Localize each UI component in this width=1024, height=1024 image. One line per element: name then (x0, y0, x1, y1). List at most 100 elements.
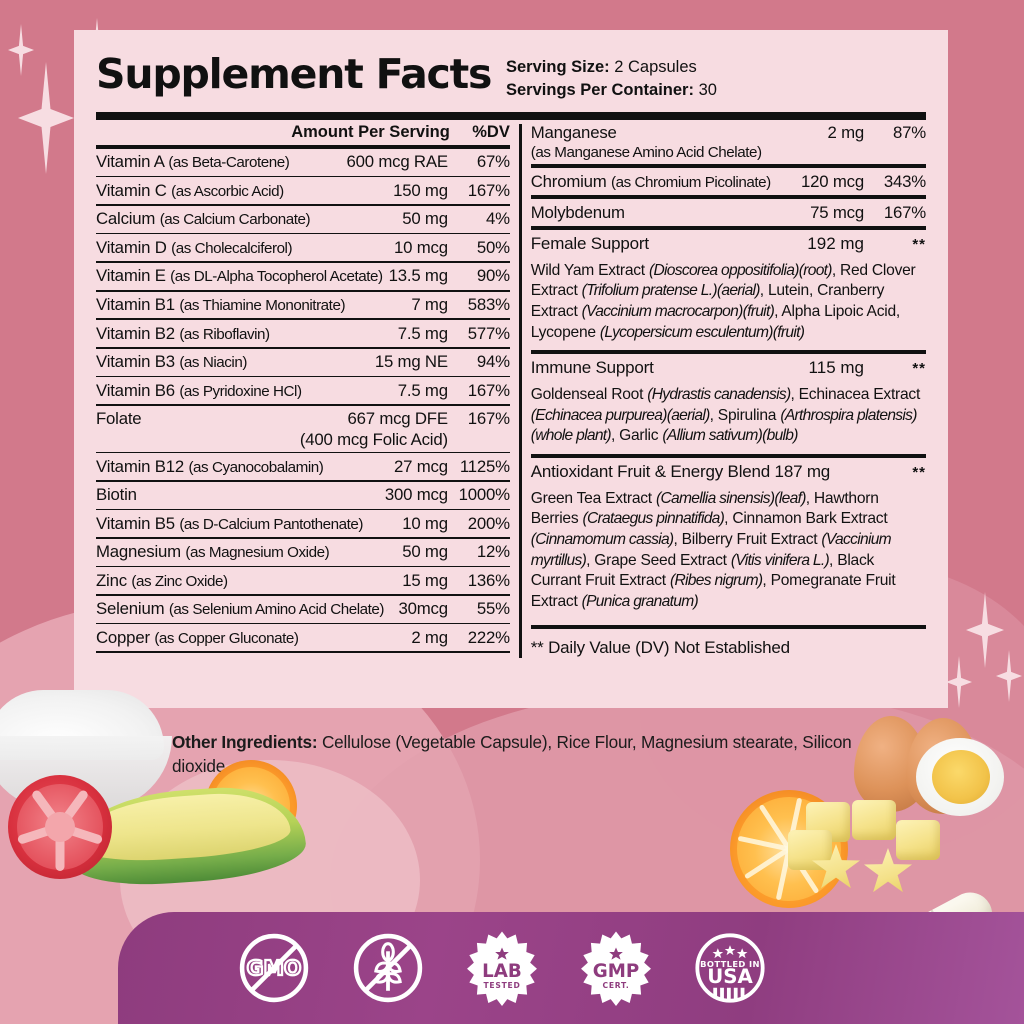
orange-vein (744, 846, 791, 880)
nutrient-amount: 600 mcg RAE (346, 152, 449, 172)
page-title: Supplement Facts (96, 50, 492, 98)
svg-text:GMO: GMO (247, 956, 302, 980)
nutrient-row: Magnesium (as Magnesium Oxide) 50 mg 12% (96, 539, 510, 566)
orange-vein (786, 847, 820, 894)
cheese-cubes-image (788, 800, 948, 896)
avocado-flesh (78, 788, 292, 866)
nutrient-dv: 136% (467, 570, 510, 590)
row-divider (96, 537, 510, 539)
nutrient-row: Vitamin D (as Cholecalciferol) 10 mcg 50% (96, 234, 510, 261)
cheese-cube (788, 830, 832, 870)
blend-ingredients: Green Tea Extract (Camellia sinensis)(le… (530, 489, 896, 610)
svg-text:GMP: GMP (593, 961, 639, 982)
nutrient-subline: (400 mcg Folic Acid) (299, 429, 448, 449)
nutrient-amount: 667 mcg DFE (347, 409, 448, 429)
row-divider (96, 175, 510, 178)
nutrient-amount: 15 mg NE (374, 352, 448, 372)
tomato-slice-image (8, 775, 112, 879)
nutrient-row: Vitamin A (as Beta-Carotene) 600 mcg RAE 6… (96, 149, 510, 176)
eggs-image (854, 716, 1004, 820)
serving-info: Serving Size: 2 Capsules Servings Per Co… (506, 48, 717, 103)
nutrient-name: Vitamin C (as Ascorbic Acid) (96, 180, 284, 200)
nutrient-dv: 343% (883, 171, 926, 191)
header-divider (96, 111, 926, 120)
amount-per-serving-header: Amount Per Serving (291, 122, 450, 141)
orange-pulp (727, 787, 851, 911)
row-divider (530, 164, 926, 169)
avocado-image (67, 781, 308, 891)
sparkle-icon (946, 656, 972, 708)
nutrient-row: Vitamin B3 (as Niacin) 15 mg NE 94% (96, 349, 510, 376)
cheese-star (812, 844, 860, 889)
cheese-cube (852, 800, 896, 840)
row-divider (96, 651, 510, 653)
facts-column-right: Manganese 2 mg 87% (as Manganese Amino Acid… (530, 120, 926, 659)
blend-header: Antioxidant Fruit & Energy Blend 187 mg *… (531, 458, 926, 484)
nutrient-dv: 200% (467, 513, 510, 533)
blend-dv: ** (912, 235, 926, 253)
nutrient-amount: 7.5 mg (397, 323, 448, 343)
row-divider (96, 261, 510, 263)
nutrient-amount: 300 mcg (384, 485, 448, 505)
row-divider (96, 375, 510, 378)
nutrient-name: Vitamin B5 (as D-Calcium Pantothenate) (96, 513, 363, 533)
cheese-cube (806, 802, 850, 842)
blend-name: Female Support (530, 233, 649, 253)
nutrient-dv: 1125% (459, 456, 510, 476)
orange-wedge-image (719, 779, 859, 919)
row-divider (96, 594, 510, 596)
facts-column-left: Amount Per Serving %DV Vitamin A (as Bet… (96, 120, 510, 659)
nutrient-row: Vitamin B12 (as Cyanocobalamin) 27 mcg 112… (96, 453, 510, 480)
servings-per-container-label: Servings Per Container: (506, 81, 694, 100)
nutrient-dv: 50% (476, 237, 510, 257)
sparkle-icon (8, 24, 34, 76)
percent-dv-header: %DV (472, 122, 510, 141)
serving-size-line: Serving Size: 2 Capsules (506, 56, 717, 79)
cheese-cube (896, 820, 940, 860)
svg-text:CERT.: CERT. (603, 981, 630, 990)
nutrient-name: Calcium (as Calcium Carbonate) (96, 209, 311, 229)
nutrient-row: Manganese 2 mg 87% (as Manganese Amino Acid… (531, 120, 926, 164)
row-divider (96, 508, 510, 511)
egg-yolk (932, 750, 990, 804)
orange-vein (786, 797, 803, 850)
blend-amount: 115 mg (808, 358, 864, 378)
tomato-segment (30, 788, 64, 830)
blend-dv: ** (912, 360, 926, 378)
column-header-divider (96, 144, 510, 149)
row-divider (96, 622, 510, 625)
nutrient-row: Calcium (as Calcium Carbonate) 50 mg 4% (96, 206, 510, 233)
svg-text:USA: USA (707, 965, 753, 988)
label-header: Supplement Facts Serving Size: 2 Capsule… (96, 48, 926, 103)
blend-header: Immune Support 115 mg ** (531, 354, 926, 380)
nutrient-dv: 94% (476, 352, 510, 372)
nutrient-name: Vitamin D (as Cholecalciferol) (96, 237, 293, 257)
nutrient-amount: 10 mcg (394, 237, 448, 257)
orange-peel (719, 779, 859, 919)
nutrient-row: Zinc (as Zinc Oxide) 15 mg 136% (96, 567, 510, 594)
nutrient-name: Vitamin B6 (as Pyridoxine HCl) (96, 380, 302, 400)
row-divider (96, 480, 510, 482)
certification-banner: GMO LAB TESTED (118, 912, 1024, 1024)
nutrient-name: Vitamin B1 (as Thiamine Mononitrate) (96, 295, 346, 314)
nutrient-row: Selenium (as Selenium Amino Acid Chelate… (96, 596, 510, 623)
nutrient-dv: 167% (883, 202, 926, 222)
non-gmo-icon: GMO (236, 930, 312, 1006)
nutrient-list-right: Manganese 2 mg 87% (as Manganese Amino Acid… (530, 120, 926, 230)
nutrient-name: Copper (as Copper Gluconate) (96, 627, 299, 647)
nutrient-amount: 27 mcg (394, 456, 448, 476)
other-ingredients-label: Other Ingredients: (172, 732, 318, 752)
egg-shell (906, 718, 980, 814)
nutrient-dv: 577% (467, 323, 510, 343)
blend-ingredients: Goldenseal Root (Hydrastis canadensis), … (530, 386, 921, 445)
nutrient-amount: 7.5 mg (397, 380, 448, 400)
nutrient-name: Vitamin E (as DL-Alpha Tocopherol Acetat… (96, 266, 383, 286)
nutrient-name: Vitamin A (as Beta-Carotene) (96, 152, 290, 172)
tomato-skin (8, 775, 112, 879)
nutrient-amount: 7 mg (411, 295, 448, 314)
blend-ingredients: Wild Yam Extract (Dioscorea oppositifoli… (530, 261, 916, 341)
nutrient-name: Zinc (as Zinc Oxide) (96, 570, 228, 590)
nutrient-row: Vitamin B6 (as Pyridoxine HCl) 7.5 mg 167% (96, 377, 510, 404)
nutrient-row: Vitamin B1 (as Thiamine Mononitrate) 7 mg… (96, 292, 510, 319)
blend-divider (530, 453, 926, 458)
